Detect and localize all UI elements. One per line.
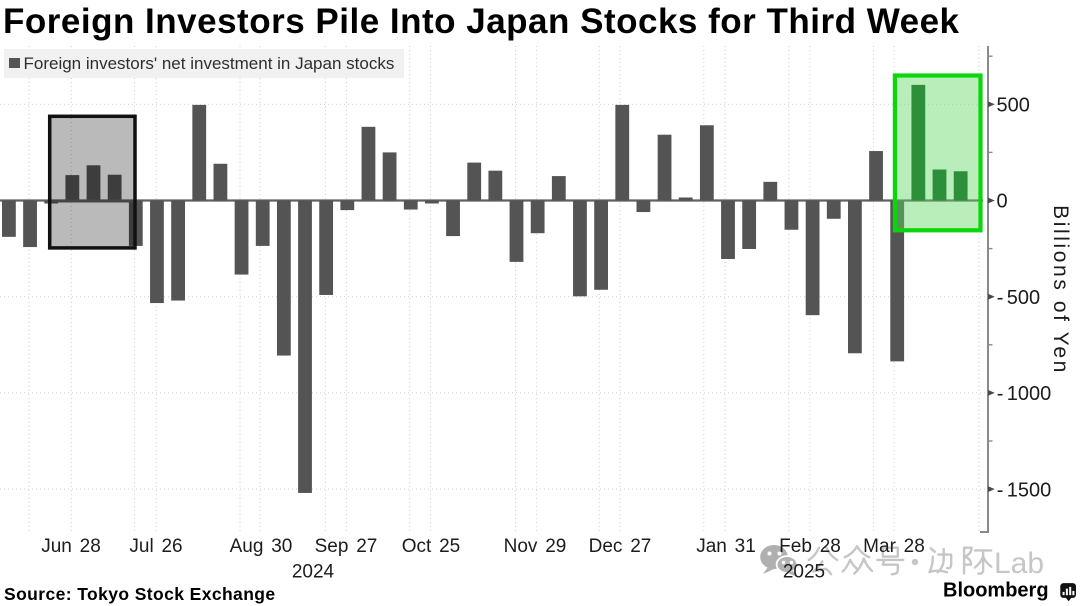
- svg-text:Sep 27: Sep 27: [315, 536, 378, 557]
- svg-text:Bloomberg: Bloomberg: [943, 580, 1049, 602]
- svg-text:Oct 25: Oct 25: [402, 536, 460, 557]
- svg-text:Feb 28: Feb 28: [779, 536, 841, 557]
- svg-text:Dec 27: Dec 27: [589, 536, 652, 557]
- svg-text:Source: Tokyo Stock Exchange: Source: Tokyo Stock Exchange: [4, 584, 276, 604]
- svg-text:2024: 2024: [292, 562, 335, 583]
- svg-text:Aug 30: Aug 30: [230, 536, 293, 557]
- svg-text:-500: -500: [997, 287, 1040, 309]
- svg-text:0: 0: [997, 191, 1008, 213]
- svg-text:2025: 2025: [783, 562, 825, 583]
- svg-text:Nov 29: Nov 29: [504, 536, 567, 557]
- svg-text:Mar 28: Mar 28: [863, 536, 925, 557]
- svg-text:Billions of Yen: Billions of Yen: [1049, 205, 1072, 375]
- svg-text:-1500: -1500: [997, 479, 1052, 501]
- svg-text:Jul 26: Jul 26: [129, 536, 182, 557]
- svg-text:Lab: Lab: [994, 547, 1044, 580]
- svg-text:500: 500: [997, 95, 1030, 117]
- svg-text:Jun 28: Jun 28: [41, 536, 101, 557]
- svg-text:Jan 31: Jan 31: [696, 536, 756, 557]
- svg-text:-1000: -1000: [997, 383, 1052, 405]
